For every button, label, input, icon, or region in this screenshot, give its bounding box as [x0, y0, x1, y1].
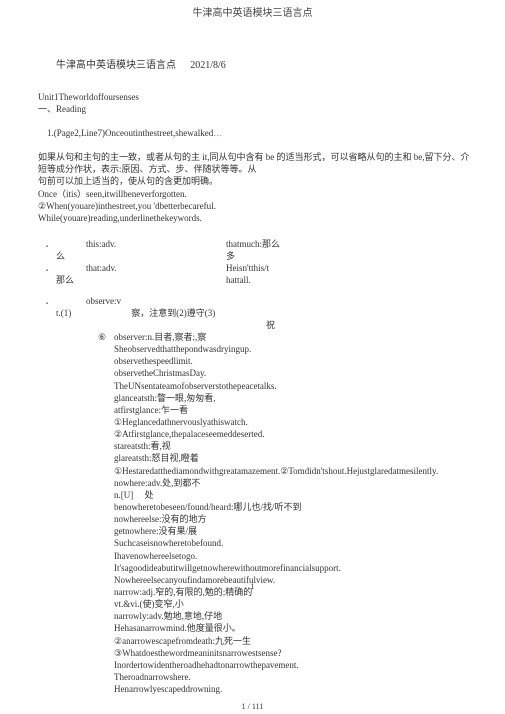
- cell: Heisn'tthis/t: [226, 262, 326, 274]
- list-item: observetheChristmasDay.: [114, 367, 477, 379]
- body-line: 句前可以加上适当的，使从句的含更加明确。: [38, 175, 477, 187]
- list-item: nowhereelse:没有的地方: [114, 513, 477, 525]
- table-row: 那么 hattall.: [56, 274, 477, 286]
- num-6: ⑥: [98, 331, 114, 695]
- list-item: atfirstglance:乍一看: [114, 404, 477, 416]
- list-item: getnowhere:没有果/展: [114, 525, 477, 537]
- page-number-footer: 1 / 111: [0, 702, 505, 711]
- observe-head: observe:v: [86, 295, 477, 307]
- observe-sub: t.(1): [56, 307, 71, 319]
- list-item: narrowly:adv.勉地,意地,仔地: [114, 610, 477, 622]
- list-item: ①Hestaredatthediamondwithgreatamazement.…: [114, 465, 477, 477]
- bullet-row: . observe:v t.(1) 察，注意到(2)遵守(3) 祝: [38, 295, 477, 331]
- list-item: stareatsth:看,视: [114, 440, 477, 452]
- text-plain: 1.(Page2,Line7)Onceoutinthestreet,shewal…: [47, 128, 213, 138]
- list-item: Hehasanarrowmind.他度量很小。: [114, 622, 477, 634]
- list-item: Suchcaseisnowheretobefound.: [114, 537, 477, 549]
- list-item: Sheobservedthatthepondwasdryingup.: [114, 343, 477, 355]
- list-item: glareatsth:怒目视,瞪着: [114, 452, 477, 464]
- list-item: Ihavenowhereelsetogo.: [114, 550, 477, 562]
- body-line: 如果从句和主句的主一致，或者从句的主 it,同从句中含有 be 的适当形式，可以…: [38, 151, 477, 175]
- list-item: nowhere:adv.处,到都不: [114, 477, 477, 489]
- doc-title: 牛津高中英语模块三语言点: [56, 60, 176, 71]
- bullet-row: . this:adv. thatmuch:那么 么 多: [38, 238, 477, 262]
- cell: 多: [226, 250, 326, 262]
- bullet-dot: .: [38, 238, 56, 250]
- list-item: Inordertowidentheroadhehadtonarrowthepav…: [114, 659, 477, 671]
- block-6: ⑥ observer:n.目者,察者;,察 Sheobservedthatthe…: [98, 331, 477, 695]
- list-item: vt.&vi.(使)变窄,小: [114, 598, 477, 610]
- list-item: benowheretobeseen/found/heard:哪儿也/找/听不到: [114, 501, 477, 513]
- title-row: 牛津高中英语模块三语言点 2021/8/6: [38, 59, 477, 73]
- cell: this:adv.: [86, 238, 226, 250]
- cell: 么: [56, 250, 86, 262]
- table-row: 么 多: [56, 250, 477, 262]
- cell: hattall.: [226, 274, 326, 286]
- text-green: …: [213, 128, 222, 138]
- bullet-row: . that:adv. Heisn'tthis/t 那么 hattall.: [38, 262, 477, 286]
- page-header: 牛津高中英语模块三语言点: [0, 0, 505, 19]
- observe-mid: 察，注意到(2)遵守(3): [131, 307, 215, 319]
- list-item: observethespeedlimit.: [114, 355, 477, 367]
- page-number-inline: 1: [0, 582, 505, 591]
- list-item: ①Heglancedathnervouslyathiswatch.: [114, 416, 477, 428]
- body-line: 1.(Page2,Line7)Onceoutinthestreet,shewal…: [38, 115, 477, 151]
- section-line: 一、Reading: [38, 103, 477, 115]
- list-item: TheUNsentateamofobserverstothepeacetalks…: [114, 380, 477, 392]
- list-item: ③Whatdoesthewordmeaninitsnarrowestsense?: [114, 647, 477, 659]
- list-item: Theroadnarrowshere.: [114, 671, 477, 683]
- body-line: Once（itis）seen,itwillbeneverforgotten.: [38, 188, 477, 200]
- body-line: While(youare)reading,underlinethekeyword…: [38, 212, 477, 224]
- list-item: Henarrowlyescapeddrowning.: [114, 683, 477, 695]
- list-item: glanceatsth:瞥一眼,匆匆看,: [114, 392, 477, 404]
- bullet-dot: .: [38, 262, 56, 274]
- list-item: It'sagoodideabutitwillgetnowherewithoutm…: [114, 562, 477, 574]
- list-item: n.[U] 处: [114, 489, 477, 501]
- cell: thatmuch:那么: [226, 238, 326, 250]
- body-line: ②When(youare)inthestreet,you 'dbetterbec…: [38, 200, 477, 212]
- table-row: that:adv. Heisn'tthis/t: [56, 262, 477, 274]
- cell: 那么: [56, 274, 86, 286]
- document-body: 牛津高中英语模块三语言点 2021/8/6 Unit1Theworldoffou…: [0, 19, 505, 695]
- observe-tail: 祝: [266, 319, 477, 331]
- unit-line: Unit1Theworldoffoursenses: [38, 91, 477, 103]
- bullet-dot: .: [38, 295, 56, 307]
- list-item: ②anarrowescapefromdeath:九死一生: [114, 635, 477, 647]
- table-row: this:adv. thatmuch:那么: [56, 238, 477, 250]
- list-item: observer:n.目者,察者;,察: [114, 331, 477, 343]
- cell: that:adv.: [86, 262, 226, 274]
- list-item: ②Atfirstglance,thepalaceseemeddeserted.: [114, 428, 477, 440]
- doc-date: 2021/8/6: [190, 60, 226, 71]
